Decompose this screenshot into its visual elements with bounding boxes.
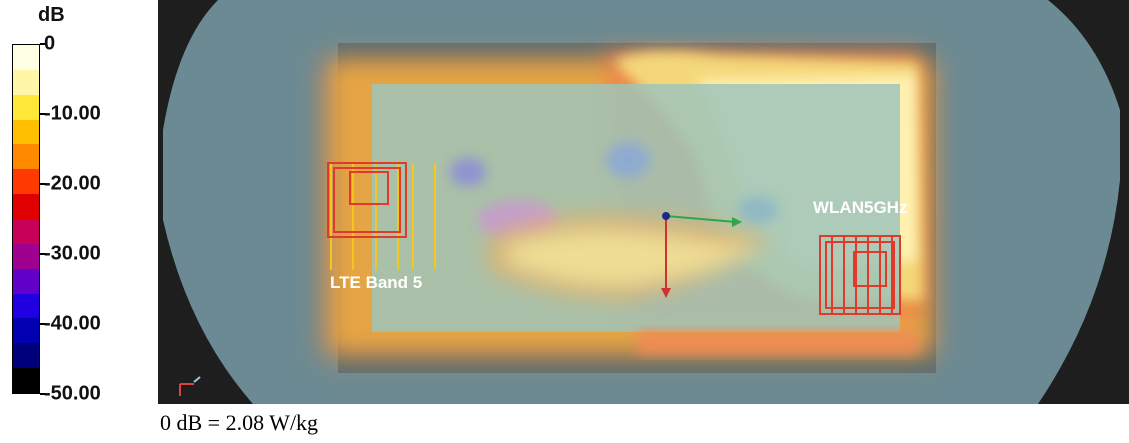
sar-plot: LTE Band 5 WLAN5GHz [158, 0, 1129, 404]
colorbar-tick [40, 253, 46, 255]
colorbar-band [13, 144, 39, 170]
lte-band-label: LTE Band 5 [330, 273, 423, 292]
colorbar-tick-label: -50.00 [44, 382, 101, 405]
colorbar-tick-label: -10.00 [44, 102, 101, 125]
reference-footnote: 0 dB = 2.08 W/kg [160, 410, 319, 435]
colorbar-band [13, 243, 39, 269]
colorbar-band [13, 318, 39, 344]
wlan-antenna-grid [819, 235, 901, 315]
colorbar-tick-label: -40.00 [44, 312, 101, 335]
colorbar-band [13, 219, 39, 244]
colorbar-band [13, 94, 39, 120]
lte-antenna-grid [327, 162, 436, 270]
colorbar-tick-label: -30.00 [44, 242, 101, 265]
colorbar-band [13, 45, 39, 70]
colorbar-band [13, 343, 39, 369]
legend-unit-label: dB [38, 4, 65, 26]
colorbar-band [13, 194, 39, 220]
wlan-label: WLAN5GHz [813, 198, 908, 217]
colorbar-tick [40, 43, 46, 45]
axis-triad [661, 212, 742, 298]
colorbar-tick [40, 393, 46, 395]
colorbar-band [13, 268, 39, 294]
corner-axis-icon [179, 376, 201, 396]
colorbar-tick [40, 323, 46, 325]
colorbar-tick [40, 113, 46, 115]
colorbar-band [13, 119, 39, 145]
colorbar-band [13, 368, 39, 394]
colorbar-tick [40, 183, 46, 185]
colorbar-tick-label: 0 [44, 32, 56, 55]
sar-plot-canvas [163, 0, 1120, 404]
colorbar-band [13, 69, 39, 95]
color-legend: dB 0 -10.00 -20.00 -30.00 -40.00 -50.00 [0, 0, 150, 410]
colorbar-band [13, 169, 39, 195]
colorbar-band [13, 293, 39, 319]
colorbar [12, 44, 40, 394]
colorbar-tick-label: -20.00 [44, 172, 101, 195]
